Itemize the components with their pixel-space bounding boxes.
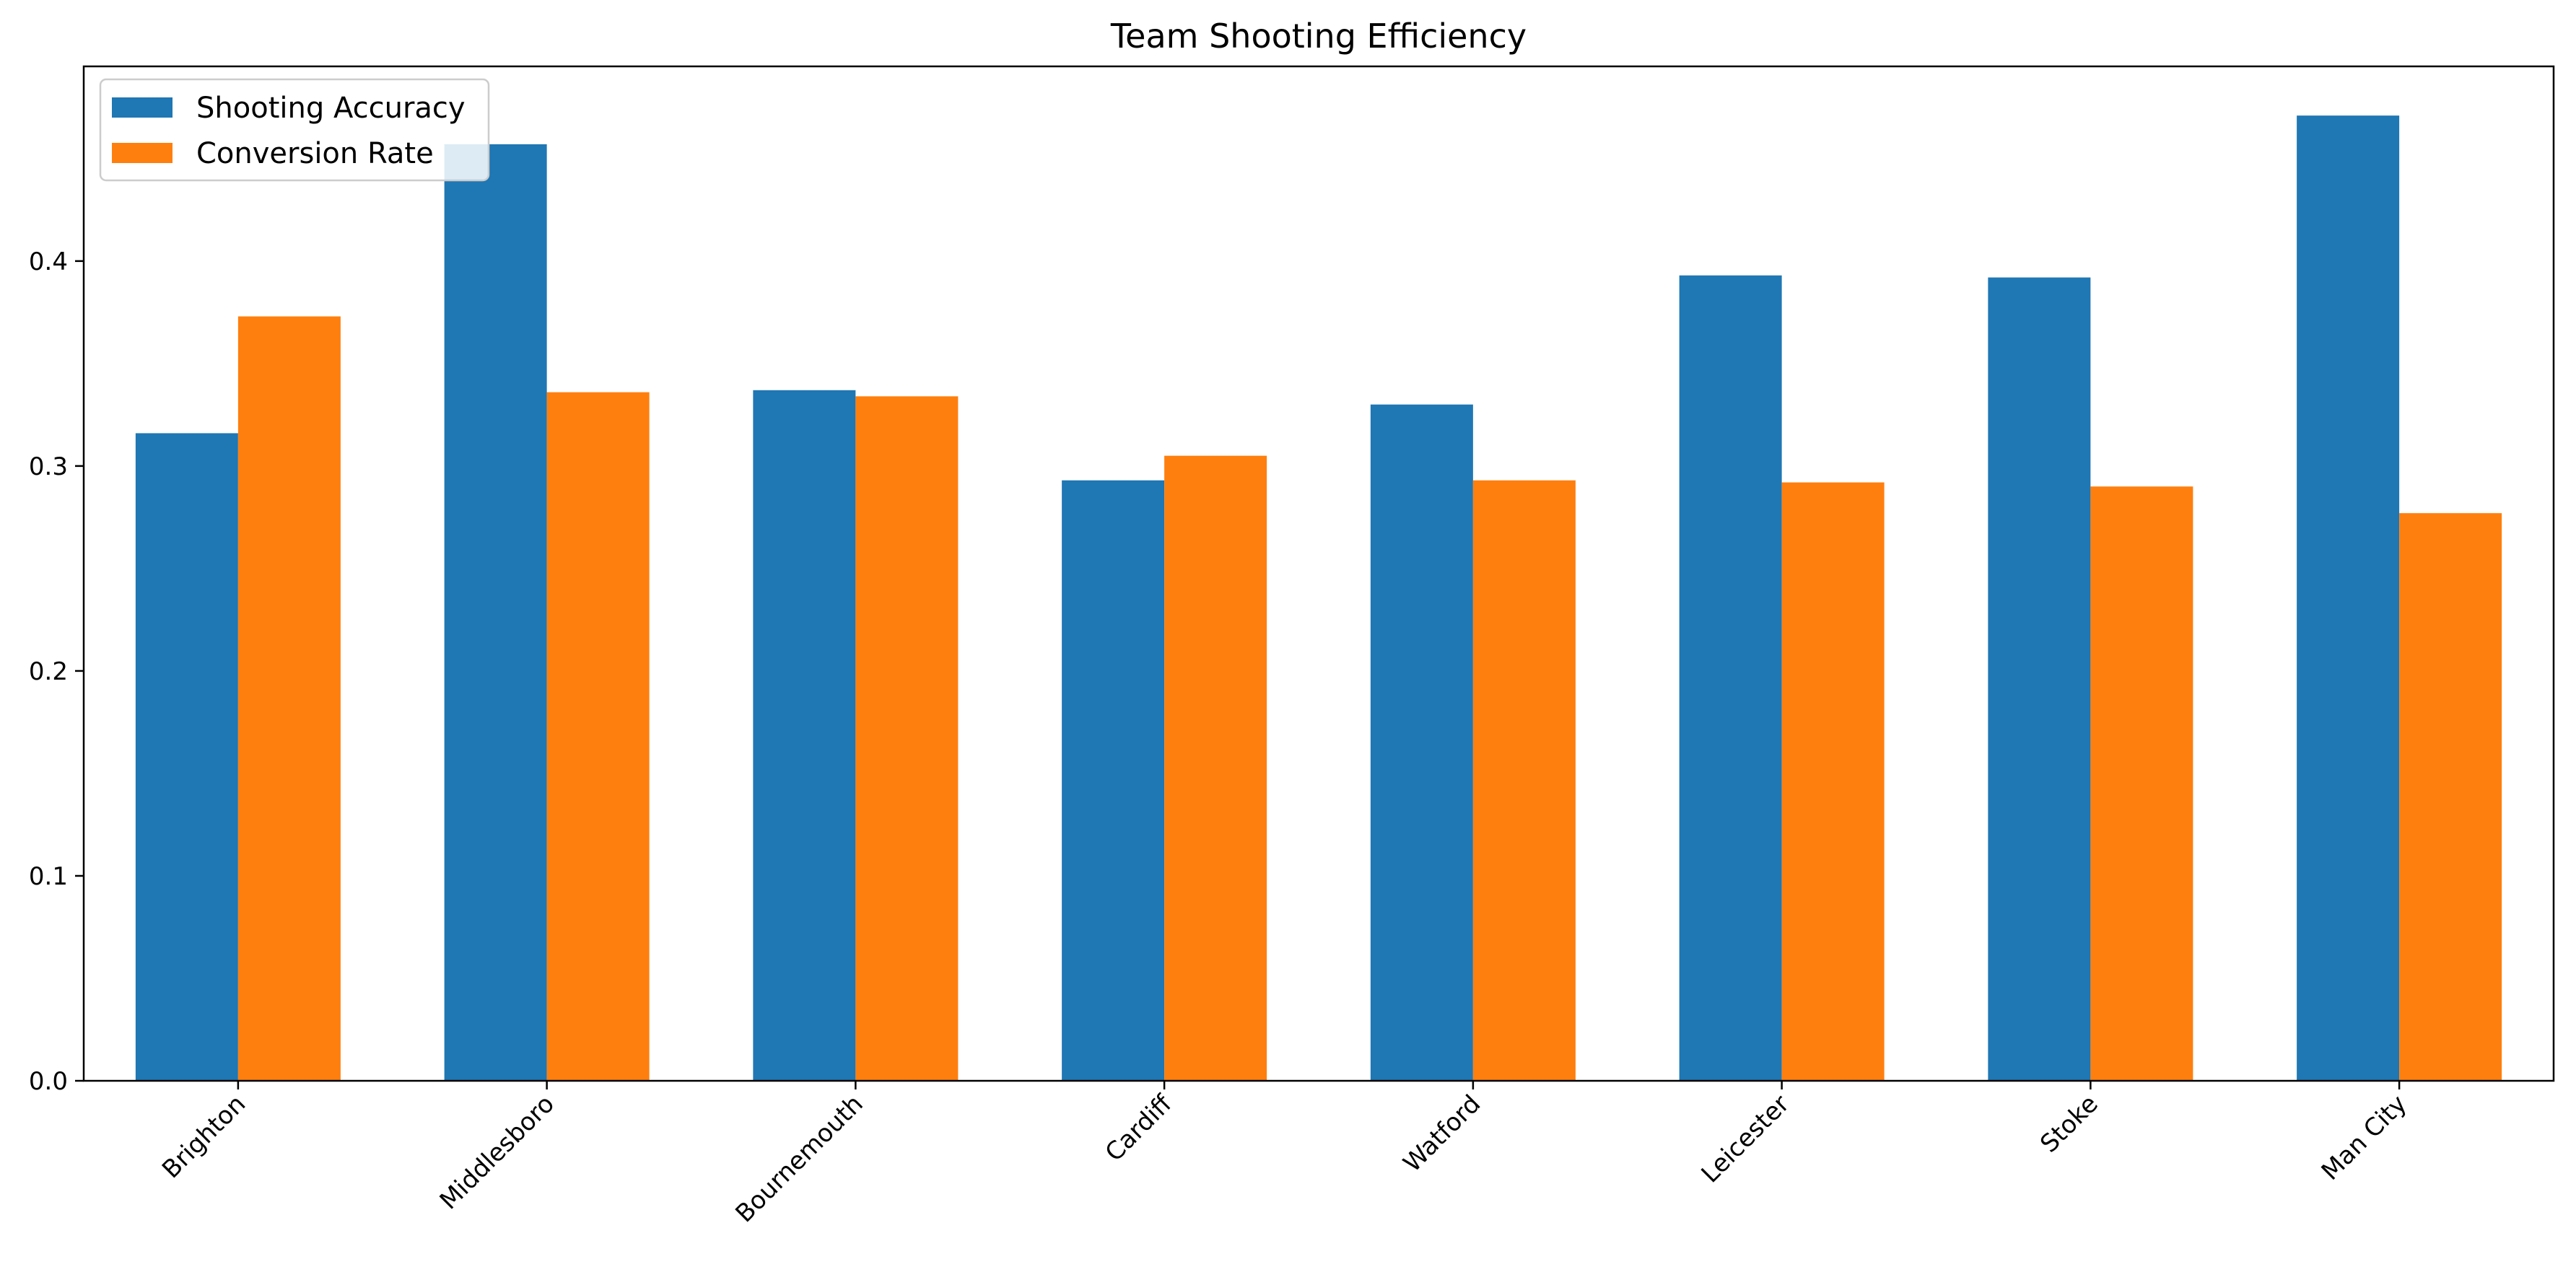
bar-stoke-series-1 bbox=[2090, 486, 2193, 1081]
bar-watford-series-1 bbox=[1472, 480, 1576, 1081]
bar-cardiff-series-1 bbox=[1164, 455, 1267, 1081]
x-tick-label: Stoke bbox=[2035, 1089, 2104, 1159]
x-tick-label: Cardiff bbox=[1100, 1089, 1179, 1167]
legend-label: Conversion Rate bbox=[196, 137, 434, 170]
y-tick-label: 0.1 bbox=[29, 862, 68, 891]
y-tick-label: 0.2 bbox=[29, 657, 68, 686]
x-axis: Brighton Middlesboro Bournemouth Cardiff Wat… bbox=[157, 1081, 2412, 1228]
bar-bournemouth-series-1 bbox=[855, 396, 959, 1081]
x-tick-label: Watford bbox=[1398, 1089, 1487, 1178]
legend-label: Shooting Accuracy bbox=[196, 92, 466, 125]
y-axis: 0.0 0.1 0.2 0.3 0.4 bbox=[29, 247, 84, 1096]
bar-watford-series-0 bbox=[1370, 404, 1473, 1081]
bar-brighton-series-0 bbox=[135, 433, 238, 1081]
bar-brighton-series-1 bbox=[237, 316, 341, 1081]
bar-man-city-series-0 bbox=[2297, 115, 2400, 1082]
bar-middlesboro-series-1 bbox=[546, 392, 650, 1081]
axes-frame bbox=[82, 65, 2555, 1082]
bar-bournemouth-series-0 bbox=[753, 390, 856, 1081]
y-tick-label: 0.4 bbox=[29, 247, 68, 276]
x-tick-label: Middlesboro bbox=[435, 1089, 560, 1215]
legend-swatch bbox=[112, 97, 173, 118]
plot-area bbox=[82, 65, 2555, 1082]
legend-box bbox=[99, 78, 490, 182]
bar-leicester-series-1 bbox=[1781, 482, 1885, 1081]
x-tick-label: Bournemouth bbox=[730, 1089, 868, 1228]
x-tick-label: Brighton bbox=[157, 1089, 251, 1184]
bar-leicester-series-0 bbox=[1679, 275, 1782, 1082]
bar-cardiff-series-0 bbox=[1062, 480, 1165, 1081]
x-tick-label: Man City bbox=[2316, 1089, 2413, 1186]
series-0 bbox=[135, 115, 2400, 1082]
y-tick-label: 0.0 bbox=[29, 1067, 68, 1096]
bar-stoke-series-0 bbox=[1988, 277, 2091, 1081]
bar-middlesboro-series-0 bbox=[444, 144, 547, 1082]
legend: Shooting Accuracy Conversion Rate bbox=[99, 78, 490, 182]
bar-man-city-series-1 bbox=[2399, 513, 2502, 1081]
chart-title: Team Shooting Efficiency bbox=[1110, 17, 1527, 56]
legend-swatch bbox=[112, 143, 173, 163]
y-tick-label: 0.3 bbox=[29, 452, 68, 481]
series-1 bbox=[237, 316, 2502, 1081]
x-tick-label: Leicester bbox=[1696, 1089, 1795, 1188]
